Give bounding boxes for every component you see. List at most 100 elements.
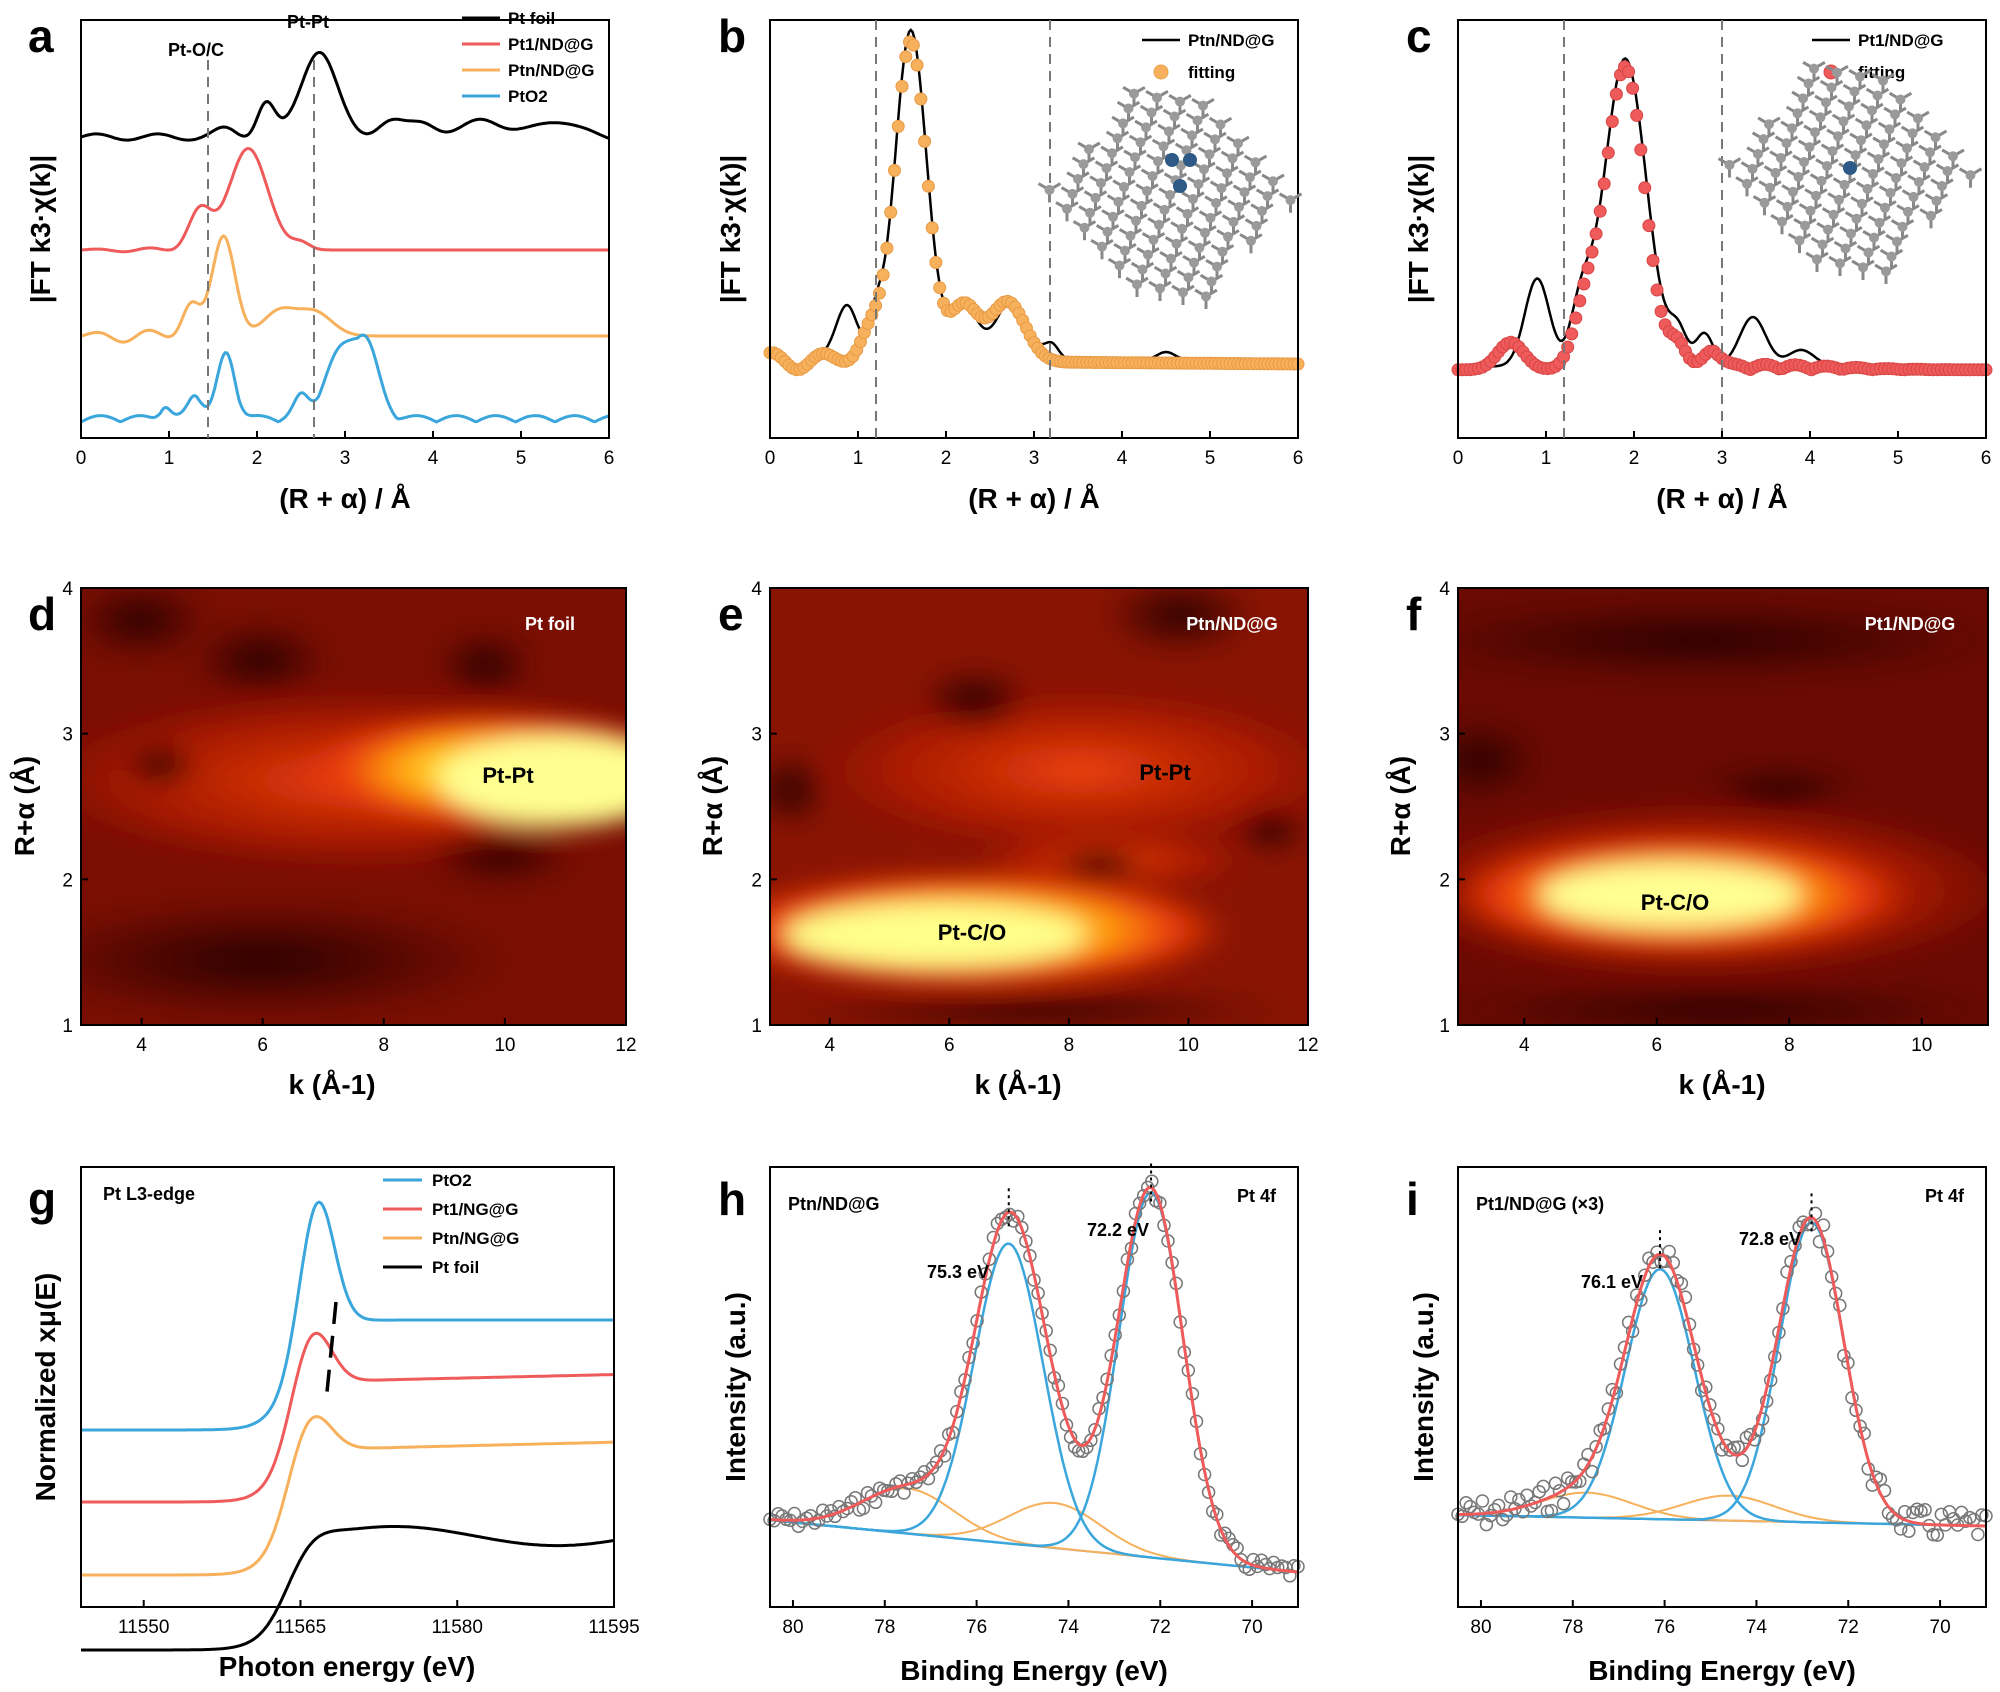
b-fit-point: [884, 205, 898, 219]
pt-atom: [1173, 179, 1187, 193]
x-tick-label: 4: [1117, 448, 1128, 469]
lattice-atom: [1146, 107, 1157, 118]
b-fit-point: [918, 134, 932, 148]
c-fit-point: [1630, 108, 1644, 122]
lattice-atom: [1073, 174, 1083, 184]
x-tick-label: 3: [1029, 448, 1040, 469]
lattice-atom: [1251, 220, 1262, 231]
lattice-atom: [1896, 158, 1907, 169]
x-tick-label: 2: [252, 448, 263, 469]
c-fit-point: [1569, 311, 1583, 325]
lattice-atom: [1199, 164, 1209, 175]
c-legend-0: Pt1/ND@G: [1858, 31, 1944, 50]
xps-point: [1459, 1496, 1473, 1510]
xps-point: [1088, 1423, 1102, 1437]
y-tick-label: 2: [751, 870, 762, 891]
y-tick-label: 1: [751, 1016, 762, 1037]
lattice-atom: [1891, 173, 1901, 183]
lattice-atom: [1233, 138, 1243, 149]
xps-envelope: [1458, 1215, 1986, 1528]
xps-point: [1487, 1502, 1502, 1517]
i-sample: Pt1/ND@G (×3): [1476, 1194, 1604, 1214]
lattice-atom: [1119, 182, 1129, 192]
lattice-atom: [1907, 128, 1918, 139]
lattice-atom: [1788, 186, 1798, 197]
xps-point: [1942, 1505, 1957, 1519]
xps-point: [1544, 1503, 1559, 1518]
x-tick-label: 8: [1784, 1035, 1795, 1056]
lattice-atom: [1132, 279, 1142, 290]
y-tick-label: 1: [1439, 1016, 1450, 1037]
lattice-atom: [1165, 190, 1175, 200]
xps-comp-2: [1457, 1221, 1987, 1528]
lattice-atom: [1205, 212, 1216, 223]
g-line-pt-foil: [81, 1525, 615, 1652]
xps-point: [1536, 1479, 1551, 1494]
lattice-atom: [1143, 249, 1153, 260]
lattice-atom: [1840, 243, 1851, 254]
lattice-atom: [1131, 215, 1141, 226]
xps-point: [1678, 1290, 1693, 1305]
lattice-atom: [1747, 163, 1758, 174]
lattice-atom: [1895, 94, 1906, 105]
d-hotspot-label: Pt-Pt: [482, 763, 534, 788]
lattice-atom: [1794, 235, 1805, 246]
g-line-pt1: [81, 1331, 614, 1504]
x-tick-label: 1: [853, 448, 864, 469]
lattice-atom: [1770, 167, 1781, 178]
x-tick-label: 2: [941, 448, 952, 469]
lattice-atom: [1147, 171, 1158, 182]
lattice-atom: [1175, 96, 1185, 107]
a-ptpt-label: Pt-Pt: [287, 12, 329, 32]
xps-point: [807, 1516, 822, 1530]
d-xlabel: k (Å-1): [288, 1069, 375, 1100]
lattice-atom: [1948, 151, 1958, 162]
c-fit-point: [1646, 254, 1660, 267]
g-legend-0: PtO2: [432, 1171, 472, 1190]
y-tick-label: 2: [1439, 870, 1450, 891]
panel-letter-b: b: [718, 10, 746, 62]
xps-point: [1589, 1440, 1603, 1454]
lattice-atom: [1112, 133, 1123, 144]
x-tick-label: 4: [1805, 448, 1816, 469]
lattice-atom: [1816, 175, 1827, 186]
x-tick-label: 78: [1562, 1617, 1583, 1638]
x-tick-label: 4: [428, 448, 439, 469]
lattice-atom: [1884, 124, 1895, 135]
lattice-atom: [1120, 245, 1130, 256]
panel-c: 0 1 2 3 4 5 6 (R + α) / Å |FT k3·χ(k)| Pt1/ND@…: [1403, 19, 1993, 514]
x-tick-label: 74: [1058, 1617, 1080, 1638]
xps-point: [1926, 1527, 1940, 1542]
panel-h: 80 78 76 74 72 70 Ptn/ND@G Pt 4f 75.3 eV 72.2…: [720, 1163, 1305, 1686]
lattice-atom: [1183, 272, 1194, 283]
lattice-atom: [1861, 120, 1872, 131]
c-ylabel: |FT k3·χ(k)|: [1403, 155, 1434, 303]
lattice-atom: [1846, 228, 1856, 239]
c-fit-point: [1650, 283, 1664, 297]
b-ylabel: |FT k3·χ(k)|: [715, 155, 746, 303]
lattice-atom: [1925, 147, 1935, 158]
x-tick-label: 76: [966, 1617, 987, 1638]
x-tick-label: 80: [1470, 1617, 1491, 1638]
a-line-pt1: [80, 146, 609, 254]
a-ylabel: |FT k3·χ(k)|: [25, 155, 56, 303]
a-legend-1: Pt1/ND@G: [508, 35, 594, 54]
lattice-atom: [1114, 260, 1125, 271]
lattice-atom: [1798, 93, 1808, 104]
x-tick-label: 1: [1541, 448, 1552, 469]
xps-point: [1560, 1471, 1575, 1485]
a-line-pt-foil: [80, 51, 610, 142]
x-tick-label: 74: [1746, 1617, 1768, 1638]
lattice-atom: [1799, 157, 1809, 167]
lattice-atom: [1097, 241, 1107, 252]
lattice-atom: [1777, 216, 1787, 227]
lattice-atom: [1129, 88, 1139, 99]
lattice-atom: [1153, 156, 1163, 167]
lattice-atom: [1931, 195, 1942, 206]
x-tick-label: 5: [1205, 448, 1216, 469]
xps-point: [1015, 1220, 1029, 1235]
lattice-atom: [1926, 210, 1936, 221]
a-legend-3: PtO2: [508, 87, 548, 106]
